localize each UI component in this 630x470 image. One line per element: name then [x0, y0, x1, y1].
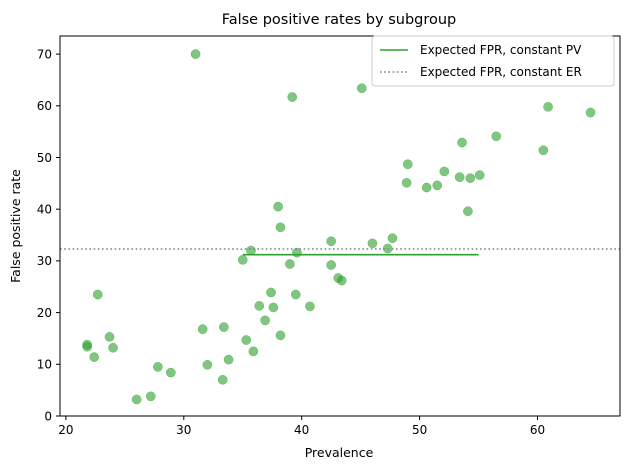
data-point-28 [287, 92, 298, 102]
y-tick-label-40: 40 [37, 202, 52, 216]
data-point-37 [367, 238, 378, 249]
y-axis-ticks: 0 10 20 30 40 50 60 70 [37, 47, 60, 423]
data-point-43 [432, 180, 443, 191]
data-point-45 [454, 172, 465, 182]
data-point-5 [108, 342, 118, 353]
x-tick-label-50: 50 [412, 423, 427, 437]
data-point-51 [538, 145, 549, 156]
data-point-47 [463, 206, 473, 217]
data-point-8 [153, 362, 163, 372]
data-point-40 [401, 177, 412, 188]
data-point-41 [402, 159, 413, 170]
legend: Expected FPR, constant PV Expected FPR, … [371, 35, 615, 87]
legend-label-constant-pv: Expected FPR, constant PV [420, 43, 582, 57]
data-point-35 [336, 275, 347, 286]
legend-label-constant-er: Expected FPR, constant ER [420, 65, 582, 79]
data-point-42 [421, 182, 432, 193]
data-point-7 [145, 391, 156, 402]
data-point-27 [285, 259, 295, 269]
data-point-16 [237, 255, 248, 265]
x-axis-label: Prevalence [305, 445, 374, 460]
data-point-49 [474, 170, 485, 180]
y-tick-label-10: 10 [37, 358, 52, 372]
data-point-6 [131, 394, 142, 405]
data-point-24 [273, 201, 283, 212]
data-point-15 [223, 354, 234, 365]
data-point-4 [104, 332, 115, 342]
data-point-1 [82, 341, 92, 352]
y-tick-label-70: 70 [37, 47, 52, 61]
legend-box [371, 35, 615, 87]
data-point-19 [248, 346, 259, 357]
y-tick-label-50: 50 [37, 151, 52, 165]
data-point-23 [268, 302, 279, 313]
data-point-33 [326, 260, 337, 270]
data-point-29 [290, 289, 301, 300]
data-point-48 [465, 173, 476, 184]
data-point-50 [491, 131, 502, 142]
plot-marks [60, 49, 620, 405]
data-point-44 [439, 166, 450, 177]
data-point-46 [457, 137, 467, 148]
data-point-31 [305, 301, 315, 312]
data-point-20 [254, 301, 265, 311]
data-point-9 [165, 367, 176, 378]
y-tick-label-60: 60 [37, 99, 52, 113]
x-tick-label-40: 40 [294, 423, 309, 437]
data-point-3 [92, 289, 103, 300]
data-point-26 [275, 330, 286, 341]
data-point-10 [190, 49, 201, 59]
x-tick-label-20: 20 [58, 423, 73, 437]
data-point-17 [241, 335, 252, 345]
data-point-12 [202, 359, 213, 370]
x-tick-label-30: 30 [176, 423, 191, 437]
y-tick-label-20: 20 [37, 306, 52, 320]
data-point-18 [246, 245, 256, 256]
chart-title: False positive rates by subgroup [222, 12, 457, 28]
data-point-25 [275, 222, 286, 233]
data-point-52 [543, 101, 553, 112]
y-axis-label: False positive rate [8, 169, 23, 283]
data-point-39 [387, 233, 398, 243]
data-point-11 [197, 324, 208, 334]
data-point-13 [217, 374, 228, 385]
x-tick-label-60: 60 [530, 423, 545, 437]
data-point-21 [260, 315, 270, 326]
y-tick-label-0: 0 [44, 409, 52, 423]
plot-frame [59, 35, 621, 417]
data-point-53 [585, 107, 596, 118]
data-point-2 [89, 352, 100, 362]
x-axis-ticks: 20 30 40 50 60 [58, 416, 545, 437]
data-point-36 [356, 83, 367, 94]
y-tick-label-30: 30 [37, 254, 52, 268]
data-point-32 [326, 236, 337, 247]
data-point-22 [266, 287, 276, 298]
data-point-14 [219, 322, 229, 332]
